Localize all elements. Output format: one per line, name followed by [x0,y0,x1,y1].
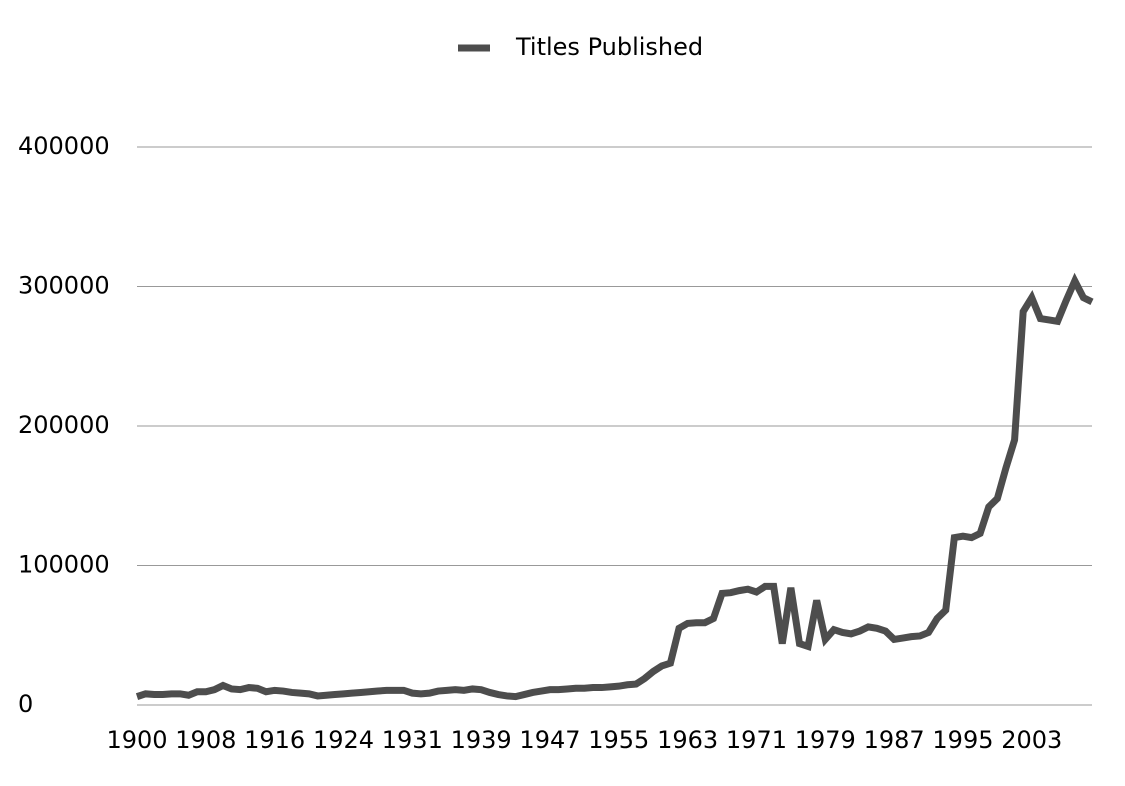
y-tick-label: 0 [18,690,33,718]
x-tick-label: 1955 [588,726,649,754]
y-tick-label: 100000 [18,551,110,579]
y-tick-label: 400000 [18,132,110,160]
x-tick-label: 1939 [451,726,512,754]
x-tick-label: 1931 [382,726,443,754]
x-tick-label: 1900 [106,726,167,754]
line [135,272,1094,701]
y-tick-label: 200000 [18,411,110,439]
x-tick-label: 1908 [175,726,236,754]
x-tick-label: 1947 [519,726,580,754]
x-tick-label: 1979 [795,726,856,754]
x-tick-label: 1971 [726,726,787,754]
x-tick-label: 1916 [244,726,305,754]
x-tick-label: 1924 [313,726,374,754]
x-tick-label: 2003 [1001,726,1062,754]
legend-label: Titles Published [515,33,703,61]
y-tick-label: 300000 [18,272,110,300]
x-tick-label: 1963 [657,726,718,754]
x-tick-label: 1987 [864,726,925,754]
x-tick-label: 1995 [932,726,993,754]
